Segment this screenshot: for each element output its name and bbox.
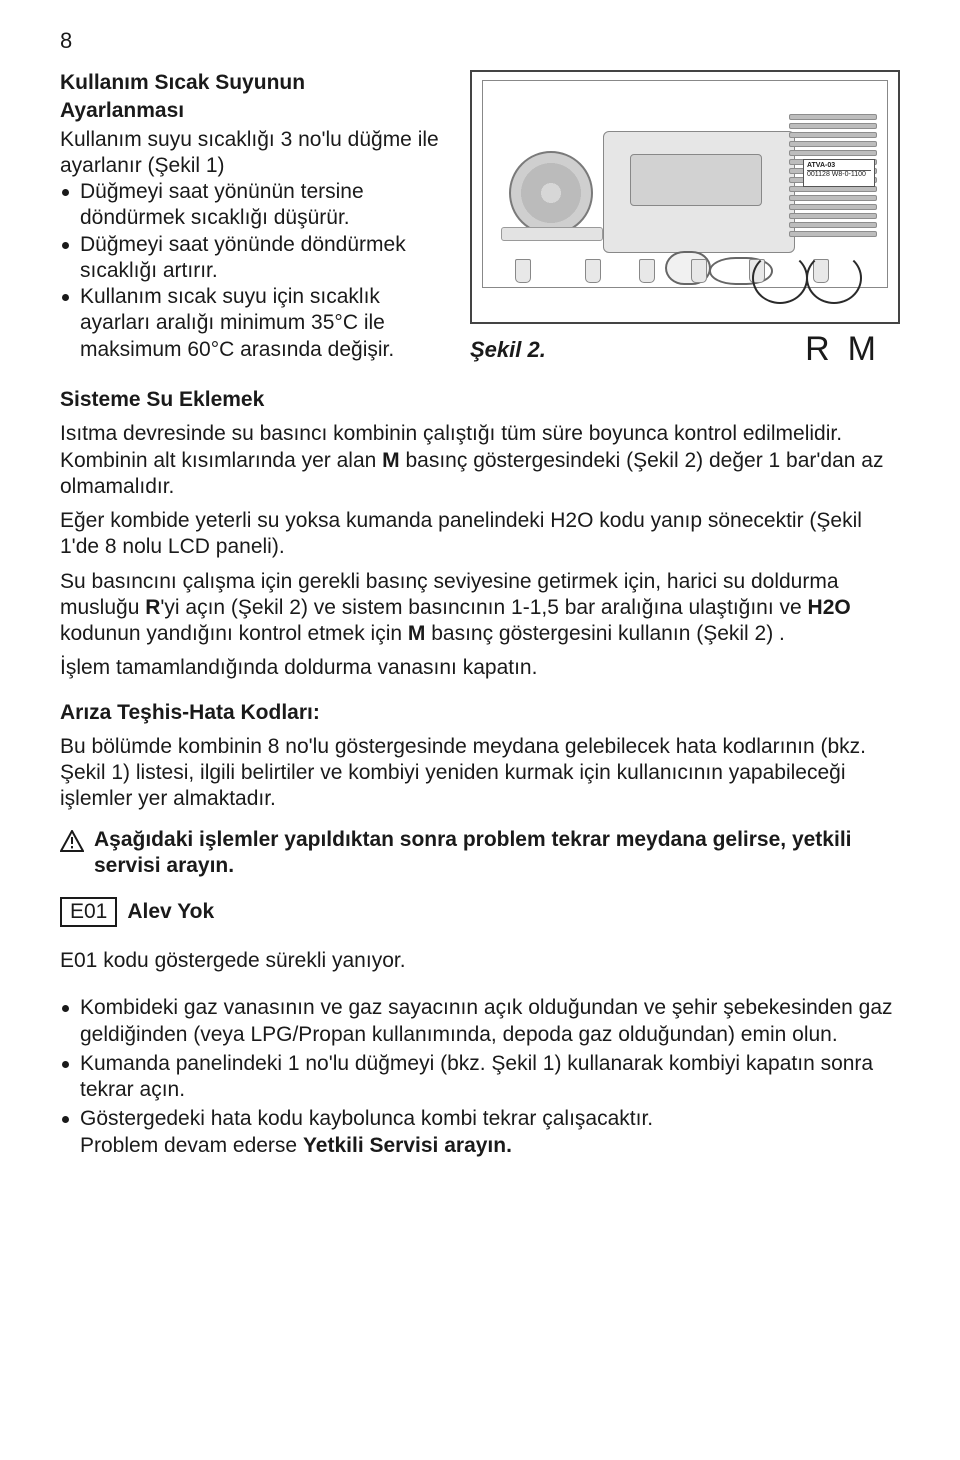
text-bold: H2O [808,596,851,619]
document-page: 8 Kullanım Sıcak Suyunun Ayarlanması Kul… [0,0,960,1460]
rating-sticker: ATVA-03 001128 W8-0-1100 [803,159,875,187]
error-b3a: Göstergedeki hata kodu kaybolunca kombi … [80,1107,653,1130]
figure-caption: Şekil 2. [470,337,546,363]
error-code-title: Alev Yok [127,900,214,924]
intro-column: Kullanım Sıcak Suyunun Ayarlanması Kulla… [60,70,446,369]
sisteme-p3: Su basıncını çalışma için gerekli basınç… [60,569,900,648]
intro-bullet-2: Düğmeyi saat yönünde döndürmek sıcaklığı… [60,232,446,285]
text: basınç göstergesini kullanın (Şekil 2) . [425,622,785,645]
warning-triangle-icon [60,830,84,852]
error-bullet-3: Göstergedeki hata kodu kaybolunca kombi … [60,1106,900,1159]
intro-bullet-3: Kullanım sıcak suyu için sıcaklık ayarla… [60,284,446,363]
sisteme-p2: Eğer kombide yeterli su yoksa kumanda pa… [60,508,900,561]
figure-frame: ATVA-03 001128 W8-0-1100 [470,70,900,324]
pump-icon [509,151,593,235]
text-bold: M [408,622,426,645]
error-body: E01 kodu göstergede sürekli yanıyor. Kom… [60,948,900,1159]
sticker-line2: 001128 W8-0-1100 [807,171,871,179]
figure-column: ATVA-03 001128 W8-0-1100 [470,70,900,369]
sticker-line1: ATVA-03 [807,162,871,171]
ariza-section: Arıza Teşhis-Hata Kodları: Bu bölümde ko… [60,700,900,813]
text-bold: M [382,449,400,472]
sisteme-section: Sisteme Su Eklemek Isıtma devresinde su … [60,387,900,682]
ariza-p1: Bu bölümde kombinin 8 no'lu göstergesind… [60,734,900,813]
error-line: E01 kodu göstergede sürekli yanıyor. [60,948,900,974]
error-bullet-2: Kumanda panelindeki 1 no'lu düğmeyi (bkz… [60,1051,900,1104]
sisteme-p1: Isıtma devresinde su basıncı kombinin ça… [60,421,900,500]
intro-heading-1: Kullanım Sıcak Suyunun [60,70,446,96]
sisteme-heading: Sisteme Su Eklemek [60,387,900,413]
error-code-box: E01 [60,897,117,927]
figure-letters: RM [805,330,900,369]
page-number: 8 [60,28,72,54]
intro-bullet-1: Düğmeyi saat yönünün tersine döndürmek s… [60,179,446,232]
error-b3b-bold: Yetkili Servisi arayın. [303,1134,512,1157]
figure-caption-row: Şekil 2. RM [470,330,900,369]
intro-bullets: Düğmeyi saat yönünün tersine döndürmek s… [60,179,446,363]
top-row: Kullanım Sıcak Suyunun Ayarlanması Kulla… [60,70,900,369]
warning-row: Aşağıdaki işlemler yapıldıktan sonra pro… [60,827,900,880]
ariza-heading: Arıza Teşhis-Hata Kodları: [60,700,900,726]
figure-letter-M: M [848,330,894,368]
text: kodunun yandığını kontrol etmek için [60,622,408,645]
warning-text: Aşağıdaki işlemler yapıldıktan sonra pro… [94,827,900,880]
error-b3b-pre: Problem devam ederse [80,1134,303,1157]
intro-line: Kullanım suyu sıcaklığı 3 no'lu düğme il… [60,127,446,180]
figure-inner: ATVA-03 001128 W8-0-1100 [482,80,888,288]
sisteme-p4: İşlem tamamlandığında doldurma vanasını … [60,655,900,681]
error-code-row: E01 Alev Yok [60,897,900,927]
bottom-connectors-icon [493,259,877,283]
device-body-icon [603,131,795,253]
error-bullets: Kombideki gaz vanasının ve gaz sayacının… [60,995,900,1159]
text: 'yi açın (Şekil 2) ve sistem basıncının … [160,596,807,619]
error-bullet-1: Kombideki gaz vanasının ve gaz sayacının… [60,995,900,1048]
text-bold: R [145,596,160,619]
callout-arcs-icon [754,282,864,328]
figure-letter-R: R [805,330,848,368]
intro-heading-2: Ayarlanması [60,98,446,124]
